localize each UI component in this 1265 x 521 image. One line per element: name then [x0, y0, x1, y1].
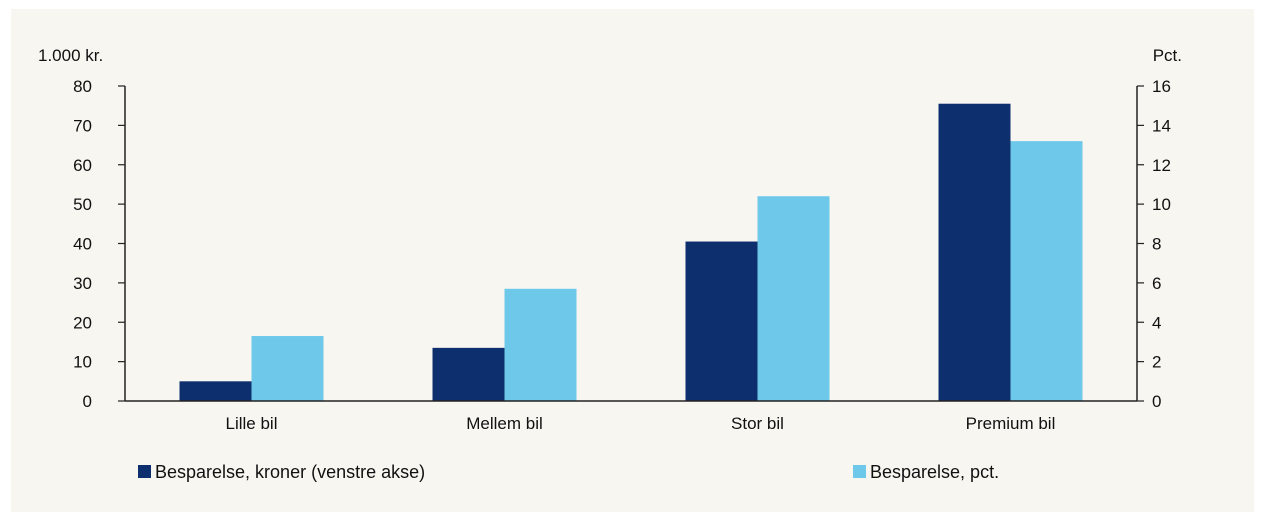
bar-pct [1010, 141, 1083, 401]
bar-kroner [938, 103, 1011, 401]
bar-kroner [179, 381, 252, 401]
right-tick-label: 6 [1152, 274, 1161, 293]
category-label: Mellem bil [466, 414, 543, 433]
category-label: Premium bil [966, 414, 1056, 433]
bar-kroner [685, 241, 758, 401]
category-label: Stor bil [731, 414, 784, 433]
legend-swatch [853, 465, 866, 478]
right-tick-label: 10 [1152, 195, 1171, 214]
right-tick-label: 0 [1152, 392, 1161, 411]
left-tick-label: 40 [73, 235, 92, 254]
right-axis-unit: Pct. [1153, 46, 1182, 65]
right-tick-label: 8 [1152, 235, 1161, 254]
right-tick-label: 16 [1152, 77, 1171, 96]
legend-label: Besparelse, kroner (venstre akse) [155, 462, 425, 482]
category-label: Lille bil [226, 414, 278, 433]
left-tick-label: 60 [73, 156, 92, 175]
right-tick-label: 14 [1152, 116, 1171, 135]
legend-swatch [138, 465, 151, 478]
left-tick-label: 30 [73, 274, 92, 293]
left-tick-label: 70 [73, 116, 92, 135]
left-tick-label: 20 [73, 313, 92, 332]
left-tick-label: 80 [73, 77, 92, 96]
bar-pct [251, 336, 324, 401]
bar-kroner [432, 347, 505, 401]
left-axis-unit: 1.000 kr. [38, 46, 103, 65]
left-tick-label: 50 [73, 195, 92, 214]
left-tick-label: 10 [73, 353, 92, 372]
right-tick-label: 2 [1152, 353, 1161, 372]
right-tick-label: 12 [1152, 156, 1171, 175]
left-tick-label: 0 [83, 392, 92, 411]
bar-pct [757, 196, 830, 401]
legend-label: Besparelse, pct. [870, 462, 999, 482]
right-tick-label: 4 [1152, 313, 1161, 332]
bar-pct [504, 288, 577, 401]
